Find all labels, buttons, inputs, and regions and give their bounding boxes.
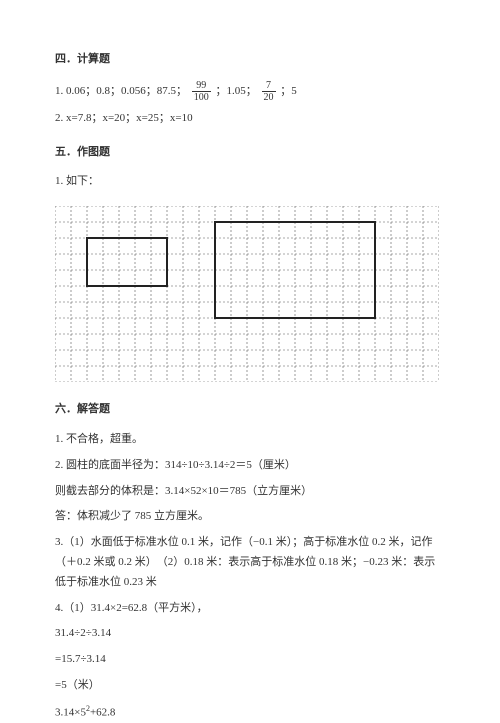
q4-1c: ；5 — [280, 85, 297, 97]
q6-l10a: 3.14×5 — [55, 706, 86, 718]
fraction-2-den: 20 — [262, 92, 276, 103]
grid-figure — [55, 206, 445, 382]
section-6: 六．解答题 1. 不合格，超重。 2. 圆柱的底面半径为：314÷10÷3.14… — [55, 400, 445, 723]
fraction-1-num: 99 — [192, 80, 211, 92]
section-4-heading: 四．计算题 — [55, 50, 445, 70]
q6-l6: 4.（1）31.4×2=62.8（平方米）， — [55, 599, 445, 619]
fraction-1: 99 100 — [192, 80, 211, 103]
section-5-heading: 五．作图题 — [55, 143, 445, 163]
section-4: 四．计算题 1. 0.06；0.8；0.056；87.5； 99 100 ；1.… — [55, 50, 445, 129]
q5-line1: 1. 如下： — [55, 172, 445, 192]
fraction-2-num: 7 — [262, 80, 276, 92]
q6-l10b: +62.8 — [90, 706, 115, 718]
q6-l1: 1. 不合格，超重。 — [55, 430, 445, 450]
fraction-2: 7 20 — [262, 80, 276, 103]
grid-svg — [55, 206, 439, 382]
q4-line1: 1. 0.06；0.8；0.056；87.5； 99 100 ；1.05； 7 … — [55, 80, 445, 103]
q6-l9: =5（米） — [55, 676, 445, 696]
q6-l8: =15.7÷3.14 — [55, 650, 445, 670]
q6-l10: 3.14×52+62.8 — [55, 702, 445, 723]
q6-l7: 31.4÷2÷3.14 — [55, 624, 445, 644]
q4-1b: ；1.05； — [216, 85, 257, 97]
section-6-heading: 六．解答题 — [55, 400, 445, 420]
section-5: 五．作图题 1. 如下： — [55, 143, 445, 193]
q4-1a: 1. 0.06；0.8；0.056；87.5； — [55, 85, 187, 97]
q6-l3: 则截去部分的体积是：3.14×52×10＝785（立方厘米） — [55, 482, 445, 502]
q6-l4: 答：体积减少了 785 立方厘米。 — [55, 507, 445, 527]
q4-line2: 2. x=7.8；x=20；x=25；x=10 — [55, 109, 445, 129]
fraction-1-den: 100 — [192, 92, 211, 103]
q6-l2: 2. 圆柱的底面半径为：314÷10÷3.14÷2＝5（厘米） — [55, 456, 445, 476]
q6-l5: 3.（1）水面低于标准水位 0.1 米，记作（−0.1 米）；高于标准水位 0.… — [55, 533, 445, 592]
